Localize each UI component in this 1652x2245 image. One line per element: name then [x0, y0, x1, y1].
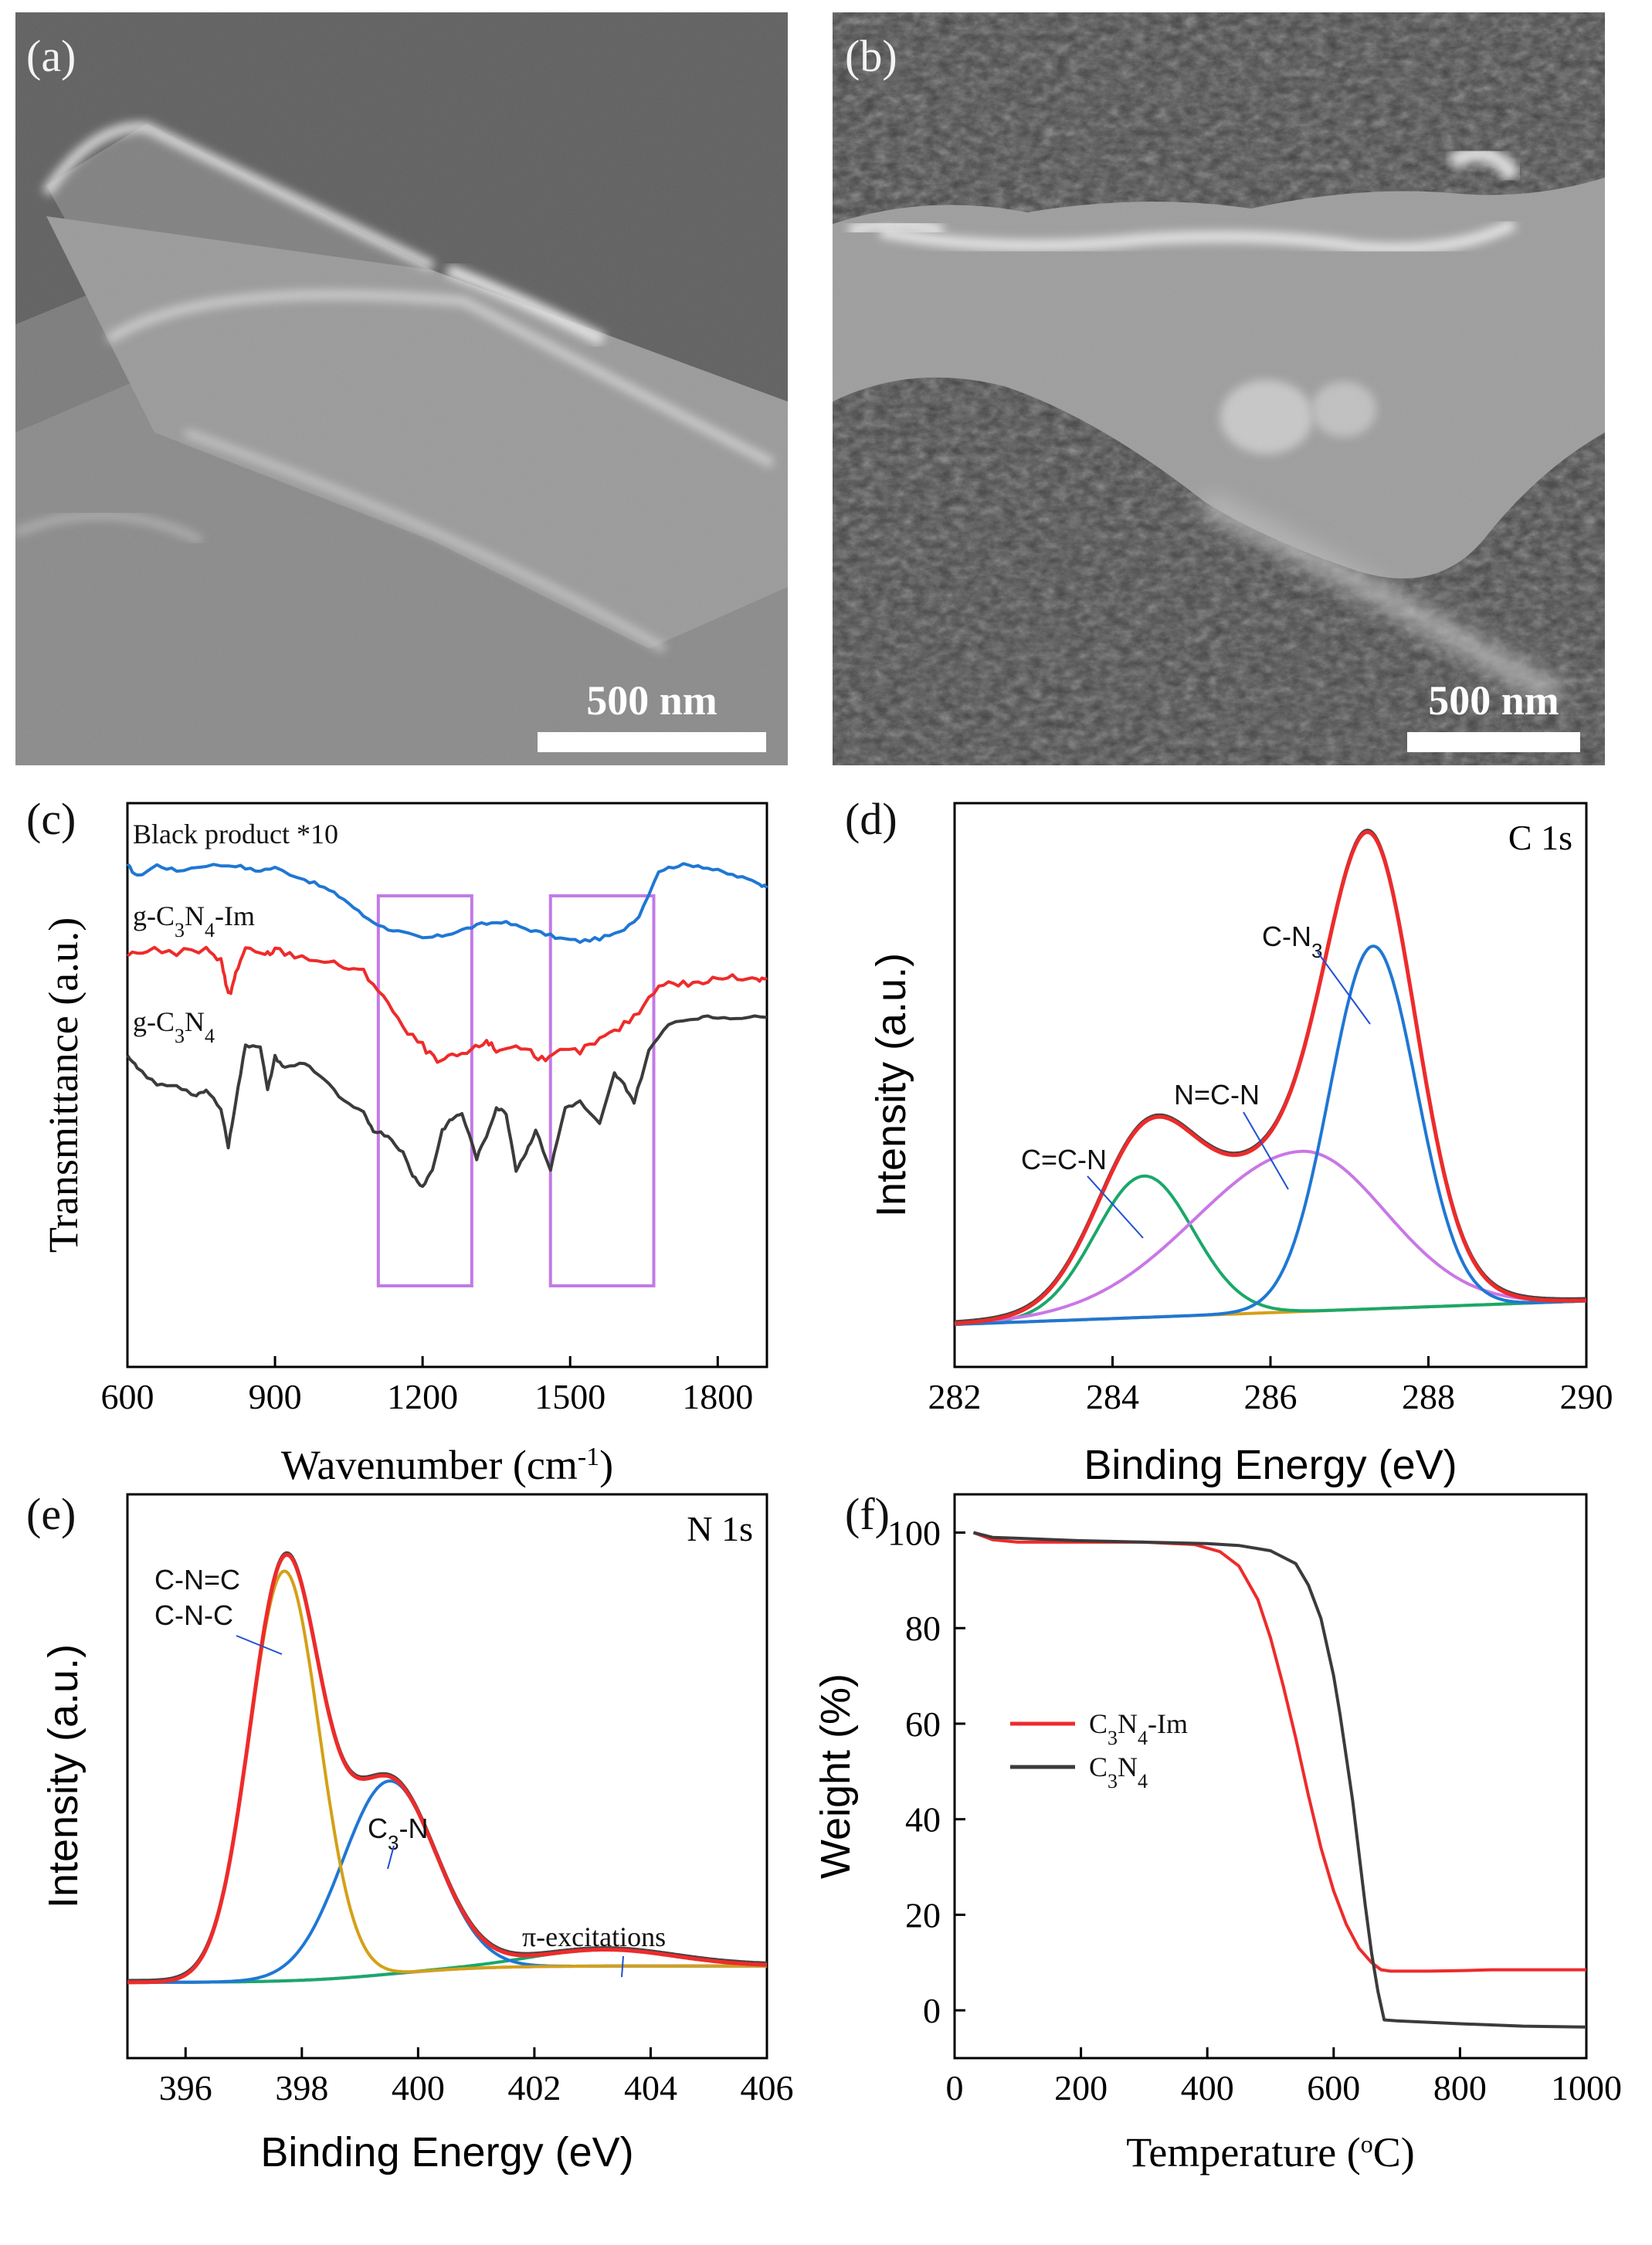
panel-label-a: (a): [26, 31, 76, 81]
annot-c-n-c: C-N-C: [154, 1599, 233, 1631]
chart-e-xlabel: Binding Energy (eV): [260, 2129, 633, 2175]
scale-bar-b: [1407, 732, 1580, 752]
annot-c-n3-pointer: [1317, 951, 1371, 1025]
annot-c-n-eq-c: C-N=C: [154, 1564, 240, 1596]
chart-f-xlabel: Temperature (oC): [1126, 2129, 1415, 2175]
series-label-g-c3n4-im: g-C3N4-Im: [133, 900, 255, 941]
chart-e-peak-c-n-c: [127, 1569, 767, 1984]
chart-c: (c) 600 900 1200 1500 1800 Transmittance (a.…: [26, 794, 768, 1488]
scale-bar-label-a: 500 nm: [586, 677, 717, 724]
chart-d-xtick-label-290: 290: [1560, 1377, 1613, 1416]
chart-e-xtick-label-404: 404: [624, 2068, 677, 2108]
chart-f-xtick-label-200: 200: [1054, 2068, 1108, 2108]
panel-label-f: (f): [845, 1489, 890, 1539]
chart-d-xtick-label-282: 282: [928, 1377, 982, 1416]
sem-image-b: [833, 12, 1605, 765]
chart-f-xtick-label-400: 400: [1181, 2068, 1234, 2108]
chart-d-peak-c-c-n: [954, 1174, 1587, 1326]
chart-d-xtick-label-286: 286: [1244, 1377, 1298, 1416]
annot-pi-excitations: π-excitations: [522, 1921, 666, 1952]
chart-f-ytick-label-100: 100: [887, 1513, 941, 1552]
series-black-product: [126, 862, 768, 944]
annot-c3-n-pointer: [387, 1845, 395, 1870]
chart-e-xtick-label-406: 406: [741, 2068, 794, 2108]
chart-c-ylabel: Transmittance (a.u.): [40, 917, 87, 1253]
chart-f-xtick-label-800: 800: [1433, 2068, 1487, 2108]
annot-c-c-n: C=C-N: [1021, 1144, 1107, 1175]
panel-label-b: (b): [845, 31, 897, 81]
legend-label-c3n4: C3N4: [1089, 1752, 1148, 1792]
chart-f-ytick-label-20: 20: [905, 1895, 941, 1935]
legend-label-c3n4-im: C3N4-Im: [1089, 1708, 1188, 1749]
chart-d-xlabel: Binding Energy (eV): [1084, 1442, 1457, 1488]
chart-e-frame: [126, 1493, 768, 2060]
chart-f-xtick-label-0: 0: [946, 2068, 964, 2108]
scale-bar-a: [538, 732, 766, 752]
chart-d-ylabel: Intensity (a.u.): [868, 953, 914, 1217]
panel-label-d: (d): [845, 794, 897, 844]
series-label-g-c3n4: g-C3N4: [133, 1006, 215, 1047]
chart-d: (d) 282 284 286 288 290 C 1s Intensity (a.u.…: [845, 794, 1613, 1488]
chart-f: (f) 0 200 400 600 800 1000 0 20 40 60 80 100 Weight…: [812, 1489, 1622, 2175]
chart-f-frame: [953, 1493, 1588, 2060]
chart-c-xlabel: Wavenumber (cm-1): [281, 1442, 613, 1488]
chart-e-xtick-label-400: 400: [392, 2068, 445, 2108]
panel-label-c: (c): [26, 794, 76, 844]
chart-e: (e) 396 398 400 402 404 406 N 1s Intensity (a…: [26, 1489, 794, 2175]
annot-n-c-n: N=C-N: [1174, 1079, 1260, 1111]
chart-c-xtick-label-600: 600: [101, 1377, 154, 1416]
chart-e-corner-label: N 1s: [687, 1509, 753, 1548]
annot-c-c-n-pointer: [1087, 1175, 1144, 1239]
chart-e-envelope-fit: [127, 1552, 768, 1985]
chart-d-envelope-fit: [954, 829, 1587, 1326]
highlight-box-2: [548, 894, 656, 1287]
annot-c-n-c-pointer: [236, 1635, 283, 1655]
chart-f-xtick-label-1000: 1000: [1551, 2068, 1622, 2108]
chart-c-xtick-label-900: 900: [249, 1377, 302, 1416]
chart-f-xtick-label-600: 600: [1307, 2068, 1360, 2108]
chart-f-ytick-label-40: 40: [905, 1800, 941, 1840]
chart-f-ylabel: Weight (%): [812, 1674, 859, 1879]
chart-c-xtick-label-1800: 1800: [682, 1377, 753, 1416]
chart-f-ytick-label-0: 0: [923, 1991, 941, 2030]
chart-c-xtick-label-1500: 1500: [534, 1377, 606, 1416]
chart-e-ylabel: Intensity (a.u.): [40, 1644, 87, 1908]
series-label-black-product: Black product *10: [133, 819, 338, 850]
annot-c-n3: C-N3: [1262, 921, 1322, 962]
sem-image-a: [15, 12, 788, 765]
annot-pi-pointer: [621, 1955, 624, 1978]
series-g-c3n4: [126, 1014, 768, 1189]
chart-d-peak-c-n3: [954, 944, 1587, 1326]
scale-bar-label-b: 500 nm: [1428, 677, 1559, 724]
chart-c-frame: [126, 802, 768, 1368]
chart-e-xtick-label-398: 398: [275, 2068, 328, 2108]
chart-e-xtick-label-396: 396: [159, 2068, 212, 2108]
annot-n-c-n-pointer: [1243, 1111, 1289, 1190]
chart-d-xtick-label-288: 288: [1402, 1377, 1455, 1416]
chart-f-ytick-label-60: 60: [905, 1704, 941, 1744]
chart-d-envelope-raw: [954, 828, 1586, 1324]
chart-c-xtick-label-1200: 1200: [387, 1377, 458, 1416]
highlight-box-1: [376, 894, 473, 1287]
series-c3n4-im: [972, 1531, 1586, 1973]
chart-e-xtick-label-402: 402: [507, 2068, 561, 2108]
chart-f-ytick-label-80: 80: [905, 1609, 941, 1648]
chart-d-corner-label: C 1s: [1508, 818, 1572, 857]
panel-label-e: (e): [26, 1489, 76, 1539]
annot-c3-n: C3-N: [368, 1813, 428, 1854]
chart-d-xtick-label-284: 284: [1086, 1377, 1139, 1416]
series-g-c3n4-im: [126, 945, 768, 1064]
series-c3n4: [973, 1531, 1587, 2029]
